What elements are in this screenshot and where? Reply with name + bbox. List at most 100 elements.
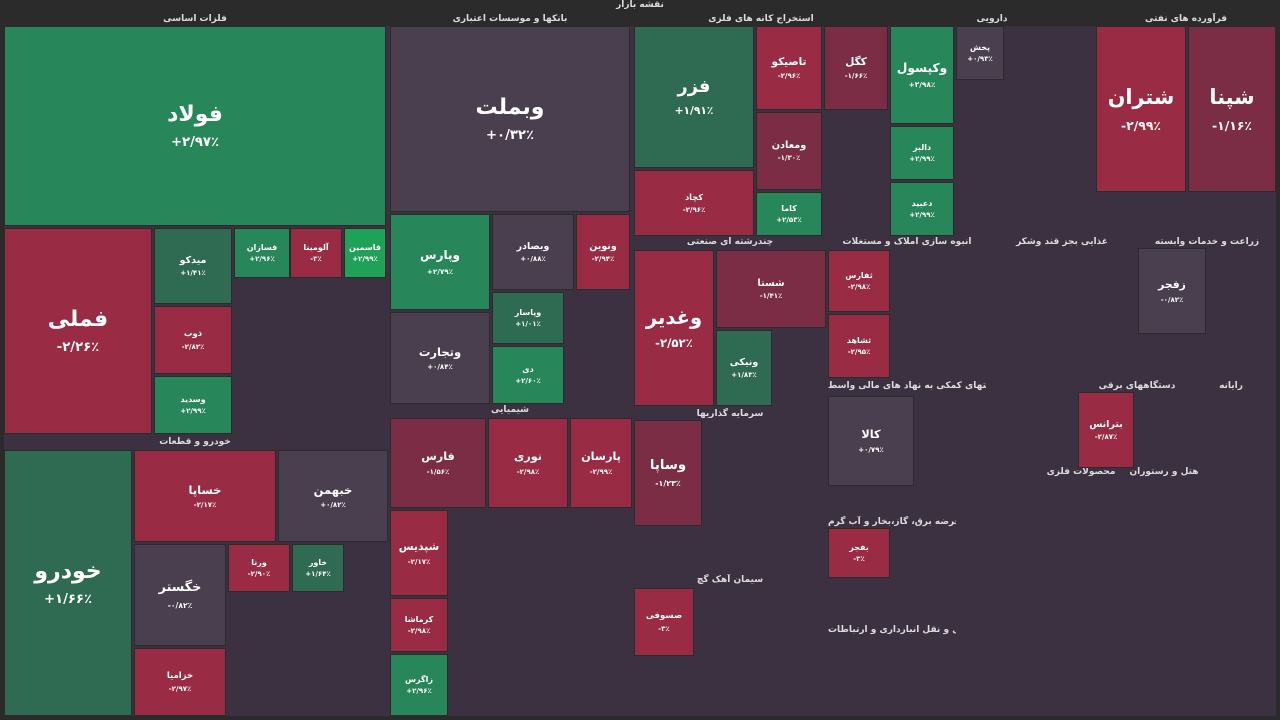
stock-change: +۱/۸۳٪: [731, 371, 757, 380]
stock-name: وساپا: [649, 458, 687, 474]
stock-tile: تاصیکو -۲/۹۶٪: [756, 26, 822, 110]
sector-label: بانکها و موسسات اعتباری: [452, 14, 568, 24]
stock-name: شپدیس: [398, 540, 440, 554]
stock-name: نوری: [513, 450, 543, 464]
sector-label: فعالیتهای کمکی به نهاد های مالی واسط: [828, 381, 986, 391]
stock-name: بفجر: [849, 542, 869, 552]
stock-change: +۱/۹۱٪: [674, 104, 714, 118]
stock-change: +۲/۹۹٪: [352, 255, 378, 264]
stock-name: وسدید: [180, 394, 206, 404]
stock-tile: پخش +۰/۹۳٪: [956, 26, 1004, 80]
stock-name: شپنا: [1209, 85, 1255, 110]
sector-label: شیمیایی: [490, 405, 530, 415]
stock-tile: ورنا -۲/۹۰٪: [228, 544, 290, 592]
stock-change: +۰/۸۲٪: [320, 501, 346, 510]
stock-tile: وپارس +۲/۷۹٪: [390, 214, 490, 310]
stock-name: تاصیکو: [771, 55, 807, 68]
stock-name: فاسمین: [349, 242, 381, 252]
stock-tile: آلومینا -۳٪: [290, 228, 342, 278]
stock-tile: فزر +۱/۹۱٪: [634, 26, 754, 168]
stock-name: صسوفی: [645, 611, 683, 622]
sector-label: رایانه: [1219, 381, 1243, 391]
stock-name: خزامیا: [166, 671, 194, 682]
stock-change: +۰/۷۹٪: [858, 445, 884, 454]
stock-change: -۳٪: [658, 624, 670, 633]
stock-name: ورنا: [251, 557, 267, 567]
stock-tile: وپاسار +۱/۰۱٪: [492, 292, 564, 344]
stock-change: +۱/۶۶٪: [43, 592, 93, 608]
stock-name: شستا: [757, 277, 785, 289]
stock-name: شتران: [1107, 85, 1175, 110]
stock-name: میدکو: [179, 254, 207, 266]
sector-label: سرمایه گذاریها: [696, 409, 764, 419]
stock-tile: وتجارت +۰/۸۴٪: [390, 312, 490, 404]
stock-change: -۲/۹۶٪: [777, 72, 801, 81]
stock-change: +۲/۷۹٪: [426, 266, 454, 276]
stock-tile: ثفارس -۲/۹۸٪: [828, 250, 890, 312]
stock-tile: ثشاهد -۲/۹۵٪: [828, 314, 890, 378]
stock-change: -۲/۹۷٪: [168, 684, 192, 693]
stock-name: خبهمن: [313, 482, 353, 497]
stock-tile: وبملت +۰/۳۲٪: [390, 26, 630, 212]
stock-tile: دالبر +۲/۹۹٪: [890, 126, 954, 180]
sector-label: سیمان آهک گچ: [696, 575, 764, 585]
stock-name: بترانس: [1089, 418, 1123, 430]
stock-change: -۱/۲۳٪: [655, 478, 681, 488]
stock-name: دالبر: [912, 142, 932, 152]
stock-change: -۲/۹۵٪: [847, 348, 871, 357]
sector-label: چندرشته ای صنعتی: [686, 237, 774, 247]
stock-change: -۳٪: [853, 555, 865, 564]
stock-name: ونیکی: [729, 356, 759, 368]
map-title: نقشه بازار: [616, 0, 664, 10]
stock-change: +۲/۹۷٪: [170, 135, 220, 151]
stock-tile: پارسان -۲/۹۹٪: [570, 418, 632, 508]
stock-name: ثشاهد: [846, 335, 872, 345]
stock-tile: بترانس -۲/۸۷٪: [1078, 392, 1134, 468]
stock-name: فزر: [677, 76, 711, 97]
sector-label: زراعت و خدمات وابسته: [1154, 237, 1260, 247]
stock-name: وتجارت: [418, 344, 462, 359]
stock-name: پارسان: [581, 450, 621, 464]
stock-name: فارس: [421, 450, 455, 464]
stock-tile: دعبید +۲/۹۹٪: [890, 182, 954, 236]
stock-name: وغدیر: [645, 305, 703, 329]
sector-label: فلزات اساسی: [163, 14, 227, 24]
stock-name: فولاد: [167, 101, 223, 127]
stock-change: +۲/۶۰٪: [515, 377, 541, 386]
stock-tile: خگستر -۰/۸۲٪: [134, 544, 226, 646]
stock-name: ونوین: [589, 240, 617, 252]
stock-name: وپارس: [420, 248, 460, 263]
stock-name: ذوب: [183, 329, 203, 340]
stock-tile: خساپا -۲/۱۷٪: [134, 450, 276, 542]
stock-change: -۱/۶۶٪: [844, 72, 868, 81]
stock-change: -۲/۸۲٪: [181, 342, 205, 351]
stock-tile: فسازان +۲/۹۶٪: [234, 228, 290, 278]
sector-label: غذایی بجز قند وشکر: [1016, 237, 1108, 247]
stock-tile: ومعادن -۱/۳۰٪: [756, 112, 822, 190]
stock-name: پخش: [969, 42, 991, 52]
stock-change: +۱/۶۴٪: [305, 570, 331, 579]
stock-tile: کچاد -۲/۹۶٪: [634, 170, 754, 236]
sector-label: انبوه سازی املاک و مستغلات: [842, 237, 972, 247]
stock-change: -۲/۵۲٪: [655, 336, 693, 351]
stock-name: کالا: [861, 428, 881, 442]
stock-name: کاما: [781, 203, 797, 213]
stock-name: فملی: [47, 306, 109, 332]
stock-change: +۰/۹۳٪: [967, 55, 993, 64]
stock-tile: فولاد +۲/۹۷٪: [4, 26, 386, 226]
stock-tile: کرماشا -۲/۹۸٪: [390, 598, 448, 652]
stock-change: +۲/۹۸٪: [908, 79, 936, 89]
stock-change: +۰/۸۴٪: [427, 363, 453, 372]
stock-name: کگل: [845, 55, 867, 68]
stock-change: +۱/۴۱٪: [180, 269, 206, 278]
stock-name: خاور: [308, 557, 328, 567]
stock-change: -۲/۲۶٪: [56, 340, 100, 356]
sector-label: استخراج کانه های فلزی: [708, 14, 814, 24]
stock-change: -۱/۴۱٪: [759, 292, 783, 301]
stock-tile: وکپسول +۲/۹۸٪: [890, 26, 954, 124]
sector-label: فرآورده های نفتی: [1144, 14, 1228, 24]
stock-name: وپاسار: [514, 307, 542, 317]
stock-name: کرماشا: [404, 614, 434, 624]
stock-tile: میدکو +۱/۴۱٪: [154, 228, 232, 304]
